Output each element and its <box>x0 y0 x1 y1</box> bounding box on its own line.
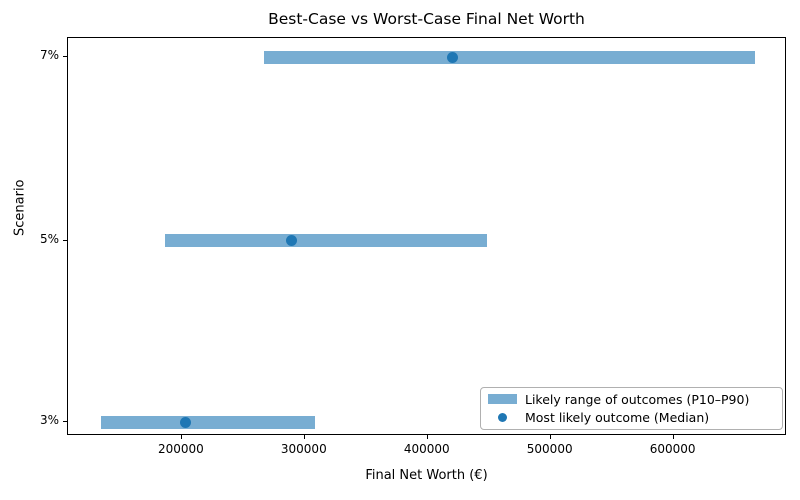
median-dot <box>180 416 192 428</box>
y-tick-label: 3% <box>39 413 59 428</box>
x-tick-label: 500000 <box>526 442 573 456</box>
legend-range-handle <box>488 394 517 405</box>
median-dot-swatch-icon <box>498 413 507 423</box>
legend: Likely range of outcomes (P10–P90) Most … <box>480 387 783 430</box>
legend-label-median: Most likely outcome (Median) <box>525 410 710 426</box>
legend-item-range: Likely range of outcomes (P10–P90) <box>488 390 775 408</box>
chart-title: Best-Case vs Worst-Case Final Net Worth <box>268 10 585 28</box>
y-tick-mark <box>63 239 67 241</box>
x-tick-label: 200000 <box>157 442 204 456</box>
legend-label-range: Likely range of outcomes (P10–P90) <box>525 391 750 407</box>
x-tick-label: 300000 <box>280 442 327 456</box>
x-tick-label: 600000 <box>649 442 696 456</box>
y-tick-label: 7% <box>39 48 59 63</box>
range-bar <box>264 50 755 64</box>
x-tick-mark <box>303 435 305 439</box>
median-dot <box>446 51 458 63</box>
x-axis-label: Final Net Worth (€) <box>365 468 488 483</box>
y-tick-label: 5% <box>39 231 59 246</box>
x-tick-mark <box>549 435 551 439</box>
y-tick-mark <box>63 56 67 58</box>
plot-area <box>67 37 786 435</box>
x-tick-mark <box>672 435 674 439</box>
legend-median-handle <box>488 413 517 423</box>
legend-item-median: Most likely outcome (Median) <box>488 409 775 427</box>
x-tick-mark <box>426 435 428 439</box>
x-tick-label: 400000 <box>403 442 450 456</box>
median-dot <box>285 235 297 247</box>
x-tick-mark <box>180 435 182 439</box>
y-tick-mark <box>63 421 67 423</box>
range-bar-swatch-icon <box>488 394 517 405</box>
range-bar <box>100 415 315 429</box>
range-bar <box>164 234 487 248</box>
